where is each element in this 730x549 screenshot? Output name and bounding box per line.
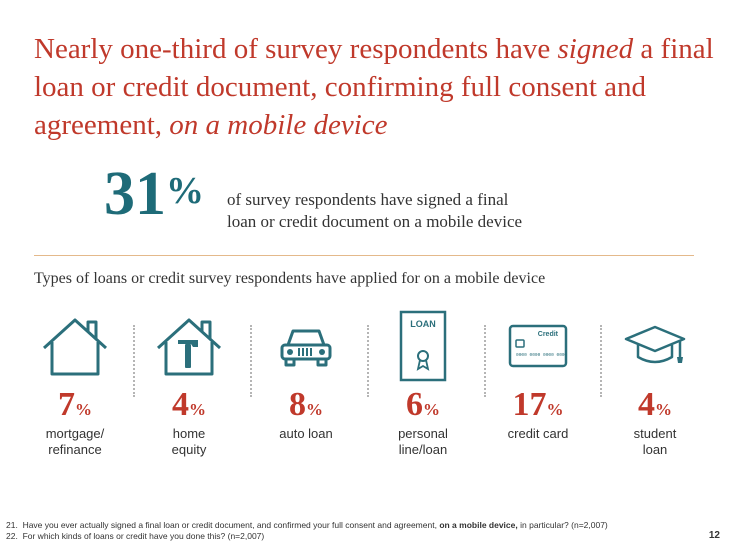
category-separator bbox=[250, 325, 252, 397]
category-credit-card: Credit 0000 0000 0000 0000 17% credit ca… bbox=[483, 306, 593, 442]
page-number: 12 bbox=[708, 530, 720, 541]
category-separator bbox=[484, 325, 486, 397]
graduation-cap-icon bbox=[624, 325, 686, 364]
page-title: Nearly one-third of survey respondents h… bbox=[34, 30, 714, 144]
category-value: 7% bbox=[58, 386, 92, 423]
loan-document-label: LOAN bbox=[410, 319, 436, 329]
category-mortgage: 7% mortgage/refinance bbox=[20, 306, 130, 458]
category-value: 8% bbox=[289, 386, 323, 423]
section-divider bbox=[34, 255, 694, 256]
headline-stat: 31% bbox=[104, 163, 204, 225]
title-italic-mobile: on a mobile device bbox=[169, 109, 388, 141]
headline-stat-value: 31 bbox=[104, 160, 166, 228]
loan-document-icon: LOAN bbox=[399, 310, 447, 382]
footnote-22: 22. For which kinds of loans or credit h… bbox=[6, 531, 265, 541]
category-separator bbox=[133, 325, 135, 397]
category-label: mortgage/refinance bbox=[45, 426, 105, 457]
category-separator bbox=[600, 325, 602, 397]
headline-stat-line-2: loan or credit document on a mobile devi… bbox=[227, 212, 523, 231]
headline-stat-line-1: of survey respondents have signed a fina… bbox=[227, 190, 509, 209]
house-hammer-icon bbox=[156, 318, 222, 376]
category-personal-loan: LOAN 6% personal line/loan bbox=[368, 306, 478, 458]
section-subtitle: Types of loans or credit survey responde… bbox=[34, 270, 546, 287]
headline-stat-description: of survey respondents have signed a fina… bbox=[227, 189, 627, 233]
category-label: home equity bbox=[171, 426, 207, 457]
category-label: personal line/loan bbox=[398, 426, 448, 457]
title-italic-signed: signed bbox=[557, 33, 634, 65]
category-home-equity: 4% home equity bbox=[134, 306, 244, 458]
footnote-21: 21. Have you ever actually signed a fina… bbox=[6, 520, 608, 530]
category-value: 17% bbox=[512, 386, 564, 423]
category-label: student loan bbox=[633, 426, 677, 457]
title-part-3: a final loan or credit document, confirm… bbox=[34, 33, 714, 141]
category-label: auto loan bbox=[279, 426, 333, 441]
title-part-1: Nearly one-third of survey respondents h… bbox=[34, 33, 558, 65]
category-label: credit card bbox=[507, 426, 569, 441]
category-separator bbox=[367, 325, 369, 397]
category-student-loan: 4% student loan bbox=[600, 306, 710, 458]
category-value: 4% bbox=[172, 386, 206, 423]
credit-card-label: Credit bbox=[538, 331, 559, 338]
footnotes: 21. Have you ever actually signed a fina… bbox=[6, 520, 696, 542]
category-auto-loan: 8% auto loan bbox=[251, 306, 361, 442]
house-icon bbox=[42, 318, 108, 376]
credit-card-icon: Credit 0000 0000 0000 0000 bbox=[508, 324, 568, 368]
credit-card-digits: 0000 0000 0000 0000 bbox=[516, 352, 568, 358]
category-value: 6% bbox=[406, 386, 440, 423]
car-icon bbox=[280, 329, 332, 367]
category-value: 4% bbox=[638, 386, 672, 423]
headline-stat-unit: % bbox=[166, 170, 204, 212]
